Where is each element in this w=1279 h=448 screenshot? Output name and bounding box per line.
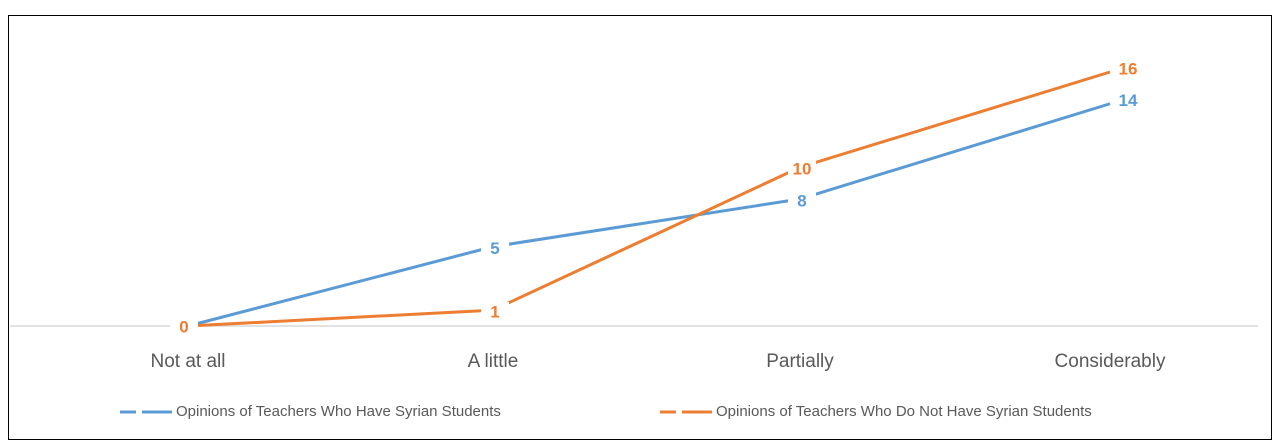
data-label: 5	[490, 239, 499, 258]
data-label-bg	[788, 159, 816, 182]
data-label-bg	[788, 191, 816, 213]
data-label: 16	[1119, 59, 1138, 78]
data-label: 8	[797, 191, 806, 210]
data-label-bg	[481, 238, 509, 261]
x-tick-label: Not at all	[151, 351, 226, 372]
x-tick-label: Partially	[766, 351, 834, 372]
series-line	[187, 70, 1111, 328]
legend-label: Opinions of Teachers Who Do Not Have Syr…	[716, 403, 1092, 420]
data-label: 10	[793, 160, 812, 179]
series-line	[187, 102, 1111, 328]
x-tick-label: Considerably	[1055, 351, 1166, 372]
data-label-bg	[170, 317, 198, 339]
data-label-bg	[481, 302, 509, 325]
legend-label: Opinions of Teachers Who Have Syrian Stu…	[176, 403, 501, 420]
data-label: 1	[490, 303, 499, 322]
x-tick-label: A little	[468, 351, 519, 372]
data-label: 14	[1119, 91, 1138, 110]
data-label: 0	[179, 317, 188, 336]
